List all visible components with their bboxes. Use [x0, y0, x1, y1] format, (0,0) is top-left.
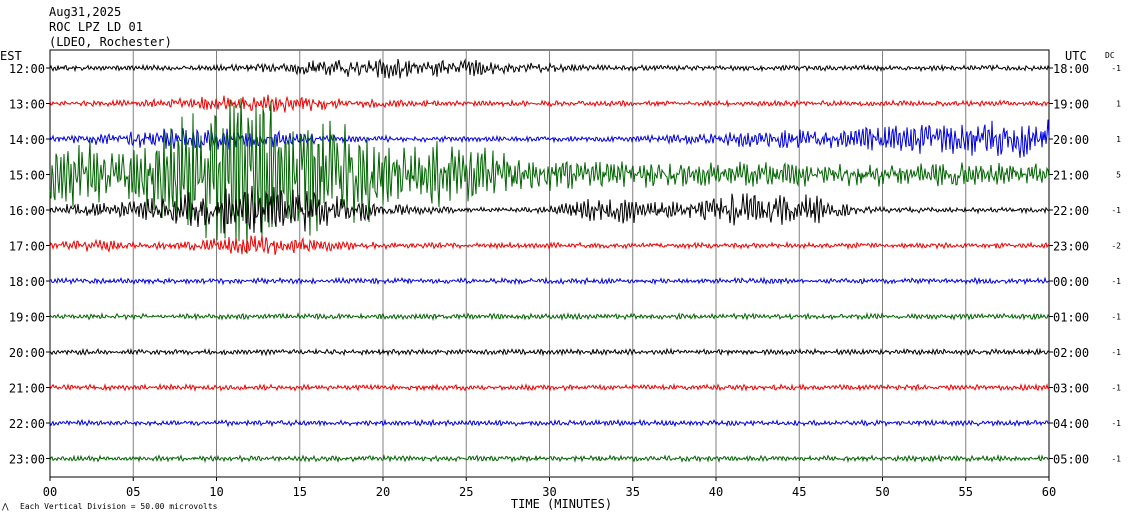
utc-time-label: 19:00 [1053, 98, 1089, 112]
utc-time-label: 18:00 [1053, 62, 1089, 76]
x-tick-label: 20 [376, 485, 390, 499]
est-time-label: 23:00 [9, 453, 45, 467]
x-tick-label: 25 [459, 485, 473, 499]
trace-line [49, 382, 1050, 393]
dc-offset-value: -1 [1111, 455, 1121, 464]
est-time-label: 20:00 [9, 346, 45, 360]
trace-line [49, 98, 1050, 254]
est-time-label: 12:00 [9, 62, 45, 76]
x-tick-label: 30 [542, 485, 556, 499]
dc-offset-value: -1 [1111, 277, 1121, 286]
est-time-label: 15:00 [9, 169, 45, 183]
est-time-label: 14:00 [9, 133, 45, 147]
est-time-label: 21:00 [9, 382, 45, 396]
utc-time-label: 23:00 [1053, 240, 1089, 254]
dc-offset-value: -1 [1111, 206, 1121, 215]
left-timezone-label: EST [0, 49, 22, 63]
trace-line [49, 185, 1050, 234]
dc-offset-header: DC [1105, 51, 1115, 60]
dc-offset-value: -1 [1111, 64, 1121, 73]
network-name: (LDEO, Rochester) [49, 35, 172, 49]
trace-line [49, 453, 1050, 464]
dc-offset-value: 1 [1116, 100, 1121, 109]
est-time-label: 18:00 [9, 275, 45, 289]
utc-time-label: 01:00 [1053, 311, 1089, 325]
trace-line [49, 58, 1050, 79]
est-time-label: 19:00 [9, 311, 45, 325]
dc-offset-value: -1 [1111, 419, 1121, 428]
x-tick-label: 50 [875, 485, 889, 499]
x-tick-label: 45 [792, 485, 806, 499]
utc-time-label: 20:00 [1053, 133, 1089, 147]
dc-offset-value: 5 [1116, 171, 1121, 180]
record-date: Aug31,2025 [49, 5, 122, 19]
utc-time-label: 21:00 [1053, 169, 1089, 183]
trace-line [49, 311, 1050, 322]
utc-time-label: 03:00 [1053, 382, 1089, 396]
trace-line [49, 347, 1050, 357]
dc-offset-value: -2 [1111, 242, 1121, 251]
utc-time-label: 05:00 [1053, 453, 1089, 467]
x-tick-label: 10 [209, 485, 223, 499]
x-tick-label: 05 [126, 485, 140, 499]
utc-time-label: 02:00 [1053, 346, 1089, 360]
dc-offset-value: -1 [1111, 348, 1121, 357]
trace-line [49, 235, 1050, 255]
x-tick-label: 55 [959, 485, 973, 499]
right-timezone-label: UTC [1065, 49, 1087, 63]
scale-icon: ⋀ [2, 502, 9, 511]
x-tick-label: 60 [1042, 485, 1056, 499]
trace-line [49, 418, 1050, 428]
dc-offset-value: 1 [1116, 135, 1121, 144]
x-tick-label: 15 [293, 485, 307, 499]
x-tick-label: 40 [709, 485, 723, 499]
est-time-label: 13:00 [9, 98, 45, 112]
utc-time-label: 00:00 [1053, 275, 1089, 289]
est-time-label: 22:00 [9, 417, 45, 431]
trace-line [49, 94, 1050, 113]
vertical-division-note: Each Vertical Division = 50.00 microvolt… [20, 502, 218, 511]
utc-time-label: 04:00 [1053, 417, 1089, 431]
dc-offset-value: -1 [1111, 384, 1121, 393]
utc-time-label: 22:00 [1053, 204, 1089, 218]
dc-offset-value: -1 [1111, 313, 1121, 322]
x-tick-label: 00 [43, 485, 57, 499]
x-axis-title: TIME (MINUTES) [511, 497, 612, 511]
trace-line [49, 276, 1050, 286]
est-time-label: 16:00 [9, 204, 45, 218]
station-code: ROC LPZ LD 01 [49, 20, 143, 34]
est-time-label: 17:00 [9, 240, 45, 254]
x-tick-label: 35 [626, 485, 640, 499]
